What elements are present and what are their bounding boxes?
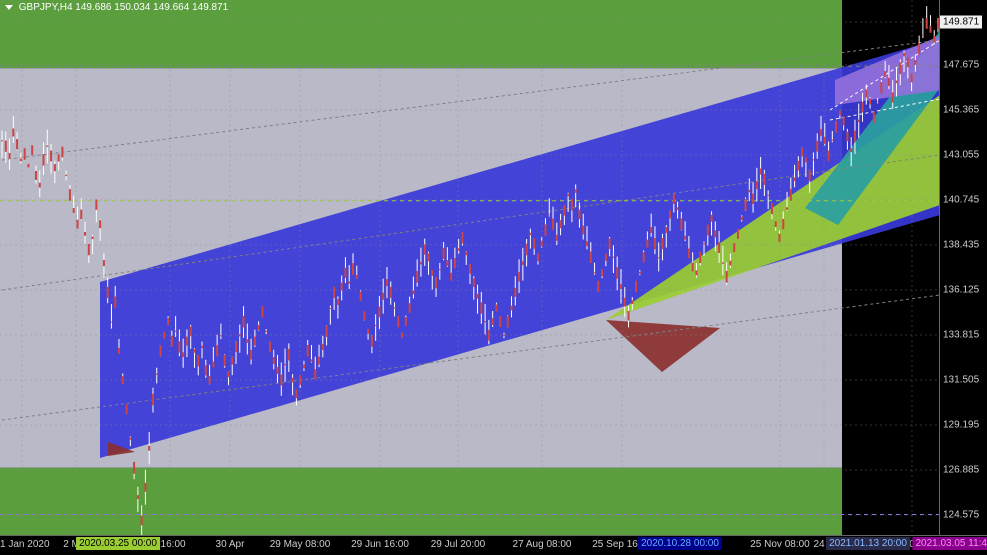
current-price-box: 149.871	[940, 16, 982, 29]
x-axis: 31 Jan 20202 Marr 16:0030 Apr29 May 08:0…	[0, 535, 987, 555]
x-marker: 2020.03.25 00:00	[76, 537, 160, 550]
y-tick: 129.195	[943, 419, 979, 430]
chevron-down-icon	[5, 5, 13, 10]
y-tick: 147.675	[943, 59, 979, 70]
x-tick: 31 Jan 2020	[0, 539, 50, 550]
y-tick: 143.055	[943, 149, 979, 160]
y-tick: 126.885	[943, 465, 979, 476]
y-tick: 136.125	[943, 284, 979, 295]
y-tick: 133.815	[943, 329, 979, 340]
y-tick: 131.505	[943, 374, 979, 385]
title-text: GBPJPY,H4 149.686 150.034 149.664 149.87…	[19, 2, 228, 13]
y-tick: 145.365	[943, 104, 979, 115]
x-tick: 29 May 08:00	[270, 539, 331, 550]
x-tick: 29 Jul 20:00	[431, 539, 486, 550]
plot-svg	[0, 0, 940, 536]
y-axis: 149.871 147.675 145.365 143.055 140.745 138.4…	[939, 0, 987, 536]
y-tick: 124.575	[943, 510, 979, 521]
symbol-title[interactable]: GBPJPY,H4 149.686 150.034 149.664 149.87…	[5, 2, 228, 13]
x-marker: 2021.01.13 20:00	[826, 537, 910, 550]
y-tick: 138.435	[943, 239, 979, 250]
chart-plot[interactable]	[0, 0, 940, 536]
x-marker: 2021.03.05 11:47	[912, 537, 987, 550]
y-tick: 140.745	[943, 194, 979, 205]
x-tick: 29 Jun 16:00	[351, 539, 409, 550]
x-marker: 2020.10.28 00:00	[638, 537, 722, 550]
x-tick: 30 Apr	[216, 539, 245, 550]
x-tick: 27 Aug 08:00	[513, 539, 572, 550]
x-tick: 25 Nov 08:00	[750, 539, 810, 550]
chart-window: 149.871 147.675 145.365 143.055 140.745 138.4…	[0, 0, 987, 555]
